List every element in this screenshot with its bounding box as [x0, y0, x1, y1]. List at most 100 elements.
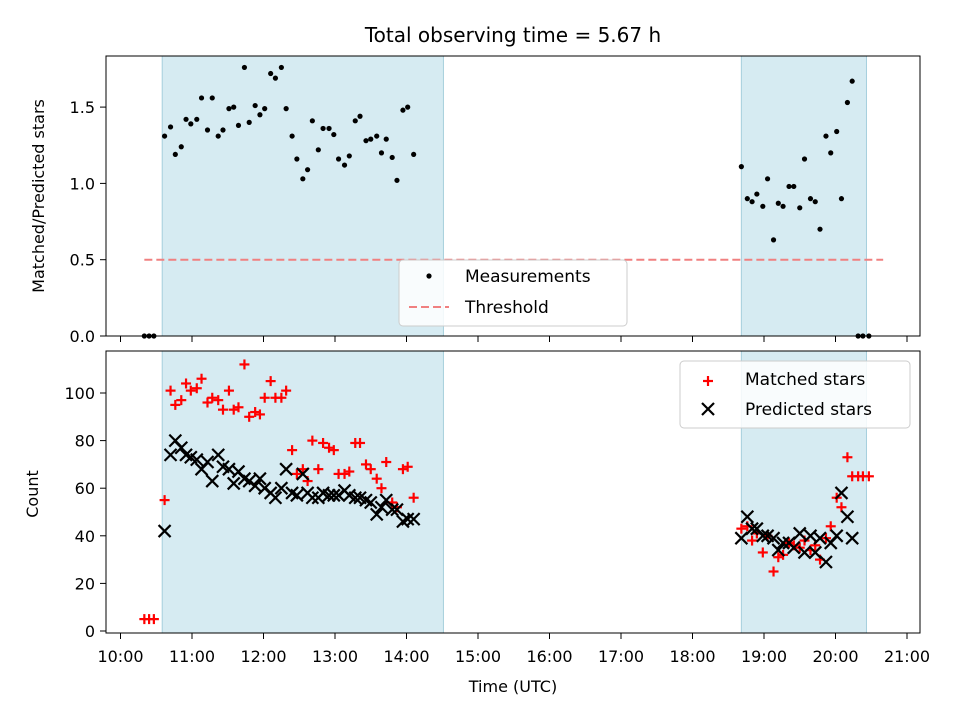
measurement-point	[252, 102, 258, 109]
predicted-star-point	[776, 536, 790, 550]
measurement-point	[817, 226, 823, 232]
predicted-star-point	[348, 490, 363, 505]
measurement-point	[231, 104, 237, 110]
bottom-legend-box	[679, 360, 911, 429]
x-tick-label: 14:00	[383, 647, 429, 666]
shaded-interval-1	[161, 350, 444, 634]
matched-star-point	[239, 359, 250, 370]
predicted-star-point	[327, 488, 341, 503]
measurement-point	[289, 133, 295, 139]
measurement-point	[838, 196, 845, 202]
matched-star-point	[181, 378, 192, 389]
measurement-point	[167, 124, 174, 130]
shaded-interval-1	[161, 55, 444, 337]
matched-star-point	[217, 404, 228, 415]
predicted-star-point	[756, 529, 770, 543]
measurement-point	[331, 131, 337, 138]
predicted-star-point	[829, 529, 844, 543]
measurement-point	[738, 164, 744, 170]
measurement-point	[198, 95, 205, 101]
predicted-star-point	[390, 502, 404, 517]
top-y-tick-label: 1.0	[70, 174, 95, 193]
measurement-point	[235, 122, 242, 129]
matched-star-point	[736, 523, 747, 534]
measurement-point	[754, 191, 760, 197]
predicted-star-point	[274, 481, 289, 495]
matched-star-point	[825, 521, 836, 532]
predicted-star-point	[787, 540, 801, 555]
predicted-star-point	[211, 448, 225, 462]
legend-predicted-label: Predicted stars	[745, 400, 872, 420]
measurement-point	[246, 119, 252, 125]
top-y-tick-label: 0.5	[70, 251, 95, 270]
top-y-axis-label: Matched/Predicted stars	[29, 99, 48, 293]
measurement-point	[383, 136, 389, 142]
matched-star-point	[233, 402, 244, 413]
measurement-point	[226, 106, 232, 112]
legend-matched-label: Matched stars	[745, 370, 865, 390]
top-legend-box	[398, 259, 628, 327]
measurement-point	[389, 154, 395, 161]
predicted-star-point	[766, 531, 781, 545]
bottom-y-tick-label: 40	[75, 527, 95, 546]
measurement-point	[183, 116, 189, 122]
x-tick-label: 19:00	[741, 647, 787, 666]
measurement-point	[346, 153, 352, 159]
top-y-tick-label: 1.5	[70, 98, 95, 117]
measurement-point	[770, 237, 777, 243]
legend-predicted-marker	[701, 402, 715, 416]
measurement-point	[368, 136, 374, 142]
predicted-star-point	[163, 448, 178, 462]
measurement-point	[363, 138, 369, 144]
predicted-star-point	[363, 495, 378, 510]
legend-threshold-label: Threshold	[464, 298, 549, 318]
top-legend: Measurements Threshold	[398, 259, 628, 327]
measurement-point	[268, 70, 274, 77]
measurement-point	[194, 116, 200, 122]
x-tick-label: 15:00	[455, 647, 501, 666]
measurement-point	[241, 64, 248, 71]
measurement-point	[374, 133, 380, 139]
bottom-y-tick-label: 20	[75, 574, 95, 593]
matched-star-point	[276, 392, 287, 403]
predicted-star-point	[253, 471, 267, 486]
bottom-y-tick-label: 100	[64, 384, 95, 403]
predicted-star-point	[296, 467, 310, 481]
measurement-point	[775, 200, 781, 206]
matched-star-point	[202, 397, 213, 408]
matched-star-point	[259, 392, 270, 403]
bottom-y-tick-label: 0	[85, 622, 95, 641]
matched-star-point	[165, 385, 176, 396]
predicted-star-point	[834, 486, 849, 500]
predicted-star-point	[369, 507, 384, 522]
measurement-point	[352, 118, 358, 124]
measurement-point	[178, 144, 184, 150]
measurement-point	[278, 64, 284, 71]
measurement-point	[309, 118, 315, 124]
x-tick-label: 11:00	[169, 647, 215, 666]
matched-star-point	[408, 492, 419, 503]
matched-star-point	[191, 383, 202, 394]
x-tick-label: 21:00	[884, 647, 930, 666]
measurement-point	[262, 106, 268, 112]
measurement-point	[341, 162, 348, 168]
predicted-star-point	[771, 543, 786, 557]
matched-star-point	[287, 445, 298, 456]
measurement-point	[844, 99, 851, 106]
predicted-star-point	[290, 488, 304, 503]
measurement-point	[828, 150, 834, 156]
legend-measurements-marker	[426, 273, 432, 279]
matched-star-point	[265, 376, 276, 387]
predicted-star-point	[305, 490, 320, 505]
bottom-x-ticks: 10:00 11:00 12:00 13:00 14:00 15:00 16:00 17:00…	[97, 633, 930, 666]
measurement-point	[220, 127, 226, 133]
measurement-point	[812, 199, 818, 205]
matched-star-point	[328, 445, 339, 456]
measurement-point	[405, 104, 411, 110]
predicted-star-point	[226, 476, 241, 491]
matched-star-point	[307, 435, 318, 446]
matched-star-point	[291, 468, 302, 479]
predicted-star-point	[740, 509, 755, 524]
predicted-star-point	[840, 509, 855, 524]
